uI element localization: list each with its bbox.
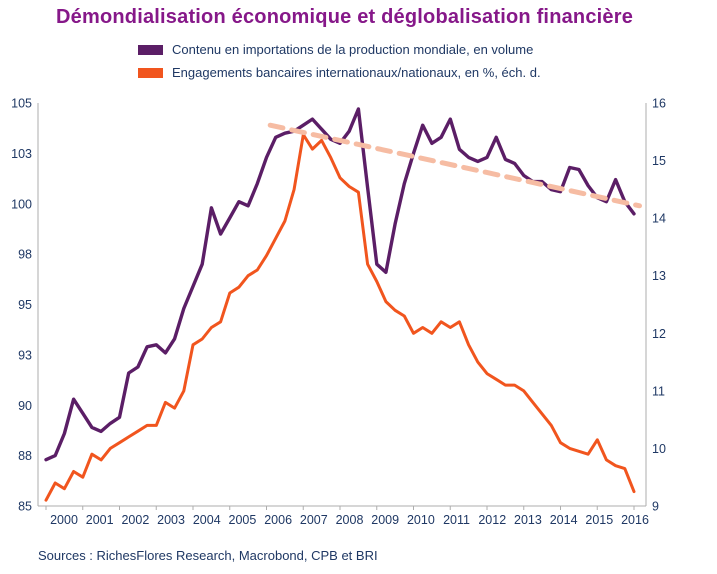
y-tick-label-left: 88 — [18, 449, 32, 463]
y-tick-label-right: 14 — [652, 212, 666, 226]
legend-item-imports: Contenu en importations de la production… — [138, 42, 541, 57]
y-tick-label-left: 90 — [18, 399, 32, 413]
x-tick-label: 2002 — [121, 513, 149, 527]
x-tick-label: 2005 — [229, 513, 257, 527]
y-tick-label-left: 100 — [11, 197, 32, 211]
x-tick-label: 2014 — [550, 513, 578, 527]
y-tick-label-right: 16 — [652, 97, 666, 111]
y-tick-label-right: 13 — [652, 269, 666, 283]
y-tick-label-right: 10 — [652, 442, 666, 456]
y-tick-label-right: 12 — [652, 327, 666, 341]
x-tick-label: 2013 — [514, 513, 542, 527]
y-tick-label-right: 11 — [652, 384, 665, 398]
legend-label: Engagements bancaires internationaux/nat… — [172, 65, 541, 80]
legend: Contenu en importations de la production… — [138, 42, 541, 80]
source-note: Sources : RichesFlores Research, Macrobo… — [38, 548, 378, 563]
x-tick-label: 2000 — [50, 513, 78, 527]
banking-line — [44, 133, 636, 502]
legend-swatch — [138, 44, 163, 55]
trend-line — [267, 122, 642, 209]
x-tick-label: 2010 — [407, 513, 435, 527]
x-tick-label: 2001 — [86, 513, 114, 527]
x-tick-label: 2004 — [193, 513, 221, 527]
x-tick-label: 2007 — [300, 513, 328, 527]
chart-title: Démondialisation économique et déglobali… — [56, 6, 634, 28]
x-tick-label: 2009 — [371, 513, 399, 527]
x-tick-label: 2012 — [478, 513, 506, 527]
legend-swatch — [138, 67, 163, 78]
legend-item-banking: Engagements bancaires internationaux/nat… — [138, 65, 541, 80]
x-tick-label: 2016 — [621, 513, 649, 527]
y-tick-label-left: 105 — [11, 97, 32, 111]
y-tick-label-left: 95 — [18, 298, 32, 312]
x-tick-label: 2011 — [443, 513, 470, 527]
y-tick-label-left: 98 — [18, 248, 32, 262]
y-tick-label-left: 85 — [18, 500, 32, 514]
x-tick-label: 2008 — [336, 513, 364, 527]
y-tick-label-right: 9 — [652, 500, 659, 514]
x-tick-label: 2015 — [585, 513, 613, 527]
imports-line — [44, 107, 636, 462]
y-tick-label-right: 15 — [652, 154, 666, 168]
y-tick-label-left: 103 — [11, 147, 32, 161]
x-tick-label: 2003 — [157, 513, 185, 527]
x-tick-label: 2006 — [264, 513, 292, 527]
legend-label: Contenu en importations de la production… — [172, 42, 534, 57]
y-tick-label-left: 93 — [18, 348, 32, 362]
